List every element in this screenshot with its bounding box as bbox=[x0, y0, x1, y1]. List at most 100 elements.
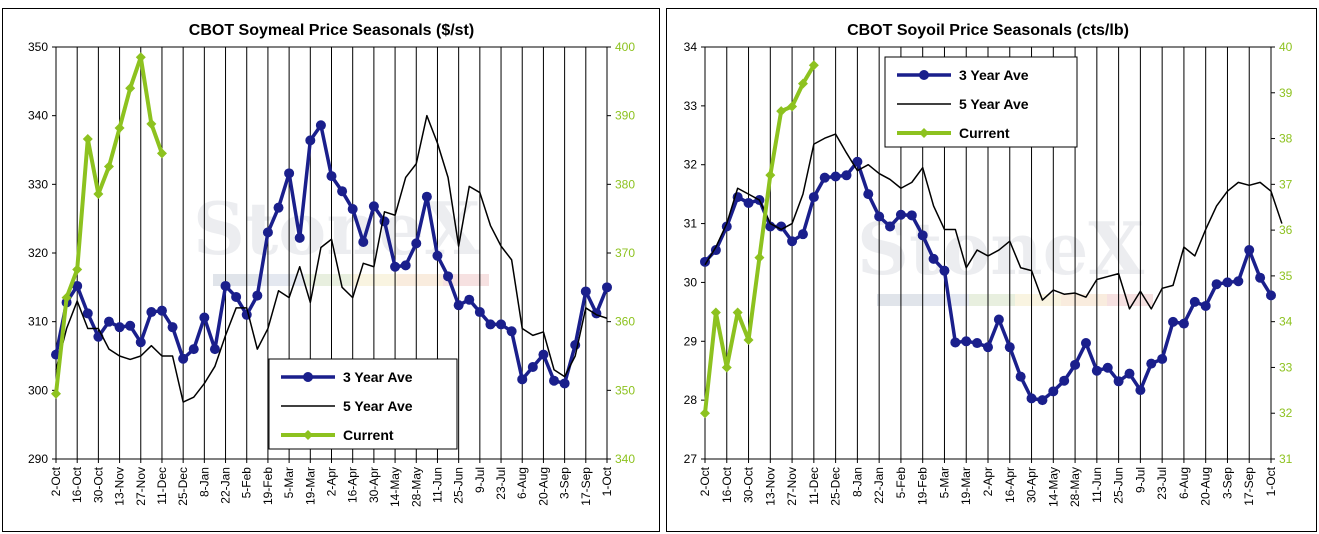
x-tick-label: 2-Oct bbox=[49, 466, 63, 496]
series-5-year-ave bbox=[55, 114, 608, 403]
data-point bbox=[241, 309, 252, 320]
y-left-tick-label: 290 bbox=[28, 452, 48, 466]
data-point bbox=[1102, 362, 1113, 373]
x-tick-label: 11-Jun bbox=[430, 467, 444, 503]
x-tick-label: 13-Nov bbox=[113, 467, 127, 506]
series-current bbox=[51, 52, 167, 399]
series-3-year-ave bbox=[51, 120, 612, 389]
x-tick-label: 19-Mar bbox=[959, 467, 973, 505]
y-right-tick-label: 340 bbox=[615, 452, 635, 466]
data-point bbox=[305, 135, 316, 146]
y-right-tick-label: 350 bbox=[615, 383, 635, 397]
data-point bbox=[710, 307, 721, 318]
y-right-tick-label: 37 bbox=[1279, 177, 1293, 191]
data-point bbox=[559, 378, 570, 389]
data-point bbox=[326, 171, 337, 182]
data-point bbox=[591, 308, 602, 319]
data-point bbox=[765, 221, 776, 232]
data-point bbox=[1222, 277, 1233, 288]
data-point bbox=[1037, 395, 1048, 406]
data-point bbox=[580, 286, 591, 297]
data-point bbox=[819, 172, 830, 183]
x-tick-label: 25-Jun bbox=[1112, 467, 1126, 504]
x-tick-label: 19-Mar bbox=[303, 467, 317, 505]
soyoil-chart-panel: StoneX CBOT Soyoil Price Seasonals (cts/l… bbox=[666, 8, 1317, 532]
data-point bbox=[82, 308, 93, 319]
x-tick-label: 11-Dec bbox=[155, 467, 169, 505]
data-point bbox=[917, 230, 928, 241]
data-point bbox=[220, 280, 231, 291]
y-right-tick-label: 40 bbox=[1279, 40, 1293, 54]
chart-title: CBOT Soymeal Price Seasonals ($/st) bbox=[189, 22, 474, 39]
y-left-tick-label: 30 bbox=[684, 275, 698, 289]
legend-label: 5 Year Ave bbox=[959, 96, 1029, 112]
watermark-stripe bbox=[305, 274, 351, 286]
data-point bbox=[93, 188, 104, 199]
x-tick-label: 30-Oct bbox=[742, 466, 756, 503]
x-tick-label: 30-Oct bbox=[91, 466, 105, 503]
x-tick-label: 6-Aug bbox=[1177, 467, 1191, 499]
x-tick-label: 3-Sep bbox=[1220, 467, 1234, 499]
x-tick-label: 14-May bbox=[1046, 467, 1060, 507]
y-left-tick-label: 330 bbox=[28, 177, 48, 191]
data-point bbox=[743, 197, 754, 208]
data-point bbox=[103, 316, 114, 327]
legend: 3 Year Ave 5 Year Ave Current bbox=[268, 358, 458, 450]
legend-label: Current bbox=[959, 125, 1010, 141]
x-tick-label: 16-Apr bbox=[1003, 467, 1017, 503]
y-left-tick-label: 300 bbox=[28, 383, 48, 397]
y-right-tick-label: 360 bbox=[615, 315, 635, 329]
legend-label: 3 Year Ave bbox=[959, 67, 1029, 83]
data-point bbox=[549, 375, 560, 386]
x-tick-label: 20-Aug bbox=[536, 467, 550, 506]
data-point bbox=[315, 120, 326, 131]
legend-marker bbox=[303, 372, 313, 382]
x-tick-label: 23-Jul bbox=[494, 467, 508, 500]
data-point bbox=[135, 52, 146, 63]
x-tick-label: 9-Jul bbox=[1133, 467, 1147, 493]
watermark-stripe bbox=[443, 274, 489, 286]
data-point bbox=[787, 101, 798, 112]
data-point bbox=[797, 78, 808, 89]
x-tick-label: 3-Sep bbox=[558, 467, 572, 499]
legend: 3 Year Ave 5 Year Ave Current bbox=[884, 56, 1078, 148]
data-point bbox=[1070, 359, 1081, 370]
series-3-year-ave bbox=[700, 156, 1276, 406]
x-tick-label: 20-Aug bbox=[1199, 467, 1213, 506]
x-tick-label: 2-Apr bbox=[325, 467, 339, 496]
data-point bbox=[337, 186, 348, 197]
data-point bbox=[125, 83, 136, 94]
data-point bbox=[1004, 342, 1015, 353]
data-point bbox=[874, 211, 885, 222]
data-point bbox=[732, 307, 743, 318]
watermark-stripe bbox=[969, 294, 1015, 306]
y-left-tick-label: 31 bbox=[684, 217, 698, 231]
data-point bbox=[432, 250, 443, 261]
data-point bbox=[390, 261, 401, 272]
series-line bbox=[55, 114, 608, 403]
y-left-tick-label: 340 bbox=[28, 109, 48, 123]
data-point bbox=[808, 192, 819, 203]
x-tick-label: 16-Oct bbox=[720, 466, 734, 503]
data-point bbox=[72, 264, 83, 275]
y-right-tick-label: 33 bbox=[1279, 360, 1293, 374]
data-point bbox=[1048, 386, 1059, 397]
series-line bbox=[704, 133, 1283, 310]
x-tick-label: 22-Jan bbox=[872, 467, 886, 504]
data-point bbox=[125, 320, 136, 331]
watermark-stripe bbox=[259, 274, 305, 286]
y-right-tick-label: 35 bbox=[1279, 269, 1293, 283]
data-point bbox=[146, 118, 157, 129]
data-point bbox=[496, 319, 507, 330]
x-tick-label: 5-Feb bbox=[894, 467, 908, 499]
data-point bbox=[863, 189, 874, 200]
x-tick-label: 8-Jan bbox=[197, 467, 211, 497]
y-left-tick-label: 310 bbox=[28, 315, 48, 329]
data-point bbox=[156, 305, 167, 316]
data-point bbox=[400, 260, 411, 271]
data-point bbox=[1178, 318, 1189, 329]
data-point bbox=[167, 322, 178, 333]
series-current bbox=[700, 60, 819, 419]
x-tick-label: 16-Oct bbox=[70, 466, 84, 503]
data-point bbox=[993, 314, 1004, 325]
